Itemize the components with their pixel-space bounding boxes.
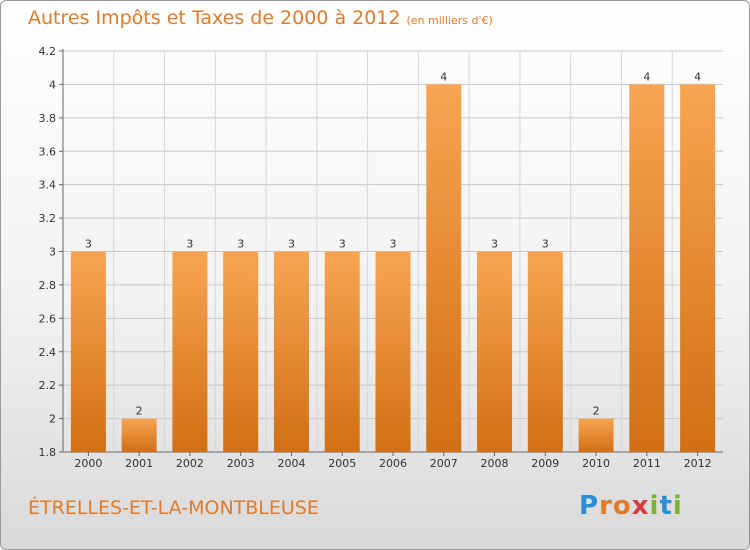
logo-letter: x [631, 491, 650, 521]
chart-title: Autres Impôts et Taxes de 2000 à 2012 (en… [28, 7, 493, 29]
data-label: 2 [136, 405, 143, 418]
logo-letter: i [649, 491, 660, 521]
x-tick-label: 2011 [633, 457, 661, 470]
y-tick-label: 2 [49, 413, 56, 426]
y-tick-label: 2.4 [39, 346, 57, 359]
y-tick-label: 3.2 [39, 212, 57, 225]
bar [578, 418, 614, 452]
bar [324, 251, 360, 452]
x-tick-label: 2010 [582, 457, 610, 470]
y-tick-label: 3.6 [39, 145, 57, 158]
data-label: 3 [491, 238, 498, 251]
x-tick-label: 2004 [277, 457, 305, 470]
y-tick-label: 3 [49, 246, 56, 259]
data-label: 4 [694, 70, 701, 83]
bar [375, 251, 411, 452]
data-label: 2 [593, 405, 600, 418]
data-label: 3 [542, 238, 549, 251]
y-tick-label: 2.8 [39, 279, 57, 292]
data-label: 3 [85, 238, 92, 251]
bar [273, 251, 309, 452]
bar [629, 84, 665, 453]
logo-letter: o [612, 491, 632, 521]
y-tick-label: 4 [49, 78, 56, 91]
proxiti-logo[interactable]: Proxiti [579, 491, 683, 521]
chart-unit: (en milliers d'€) [406, 14, 493, 27]
x-tick-label: 2001 [125, 457, 153, 470]
bar [172, 251, 208, 452]
bar [527, 251, 563, 452]
data-label: 3 [339, 238, 346, 251]
bar [680, 84, 716, 453]
logo-letter: P [579, 491, 600, 521]
y-tick-label: 2.6 [39, 312, 57, 325]
y-tick-label: 3.4 [39, 179, 57, 192]
data-label: 3 [390, 238, 397, 251]
x-tick-label: 2003 [227, 457, 255, 470]
x-tick-label: 2007 [430, 457, 458, 470]
commune-name: ÉTRELLES-ET-LA-MONTBLEUSE [28, 497, 319, 519]
y-tick-label: 1.8 [39, 446, 57, 459]
logo-letter: t [659, 491, 673, 521]
x-tick-label: 2002 [176, 457, 204, 470]
data-label: 3 [186, 238, 193, 251]
y-tick-label: 2.2 [39, 379, 57, 392]
x-tick-label: 2008 [481, 457, 509, 470]
logo-letter: i [672, 491, 683, 521]
y-tick-label: 4.2 [39, 45, 57, 58]
x-tick-label: 2009 [531, 457, 559, 470]
logo-letter: r [599, 491, 613, 521]
bar [223, 251, 259, 452]
data-label: 3 [288, 238, 295, 251]
bar [70, 251, 106, 452]
bar [426, 84, 462, 453]
x-tick-label: 2012 [684, 457, 712, 470]
x-tick-label: 2005 [328, 457, 356, 470]
bar [477, 251, 513, 452]
x-tick-label: 2000 [74, 457, 102, 470]
data-label: 3 [237, 238, 244, 251]
bar [121, 418, 157, 452]
data-label: 4 [440, 70, 447, 83]
x-tick-label: 2006 [379, 457, 407, 470]
data-label: 4 [643, 70, 650, 83]
y-tick-label: 3.8 [39, 112, 57, 125]
